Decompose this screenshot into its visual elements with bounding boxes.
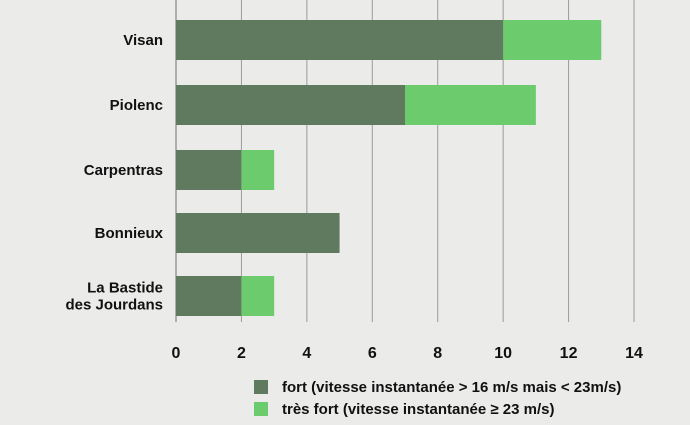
category-labels: Visan Piolenc Carpentras Bonnieux La Bastide… <box>65 32 163 314</box>
bar-tres-fort-2 <box>241 150 275 190</box>
bar-fort-0 <box>176 20 504 60</box>
tick-label-10: 10 <box>494 345 512 362</box>
x-axis-ticks: 0 2 4 6 8 10 12 14 <box>172 345 643 362</box>
bar-fort-3 <box>176 213 340 253</box>
tick-label-0: 0 <box>172 345 181 362</box>
legend-swatch-fort <box>254 380 268 394</box>
legend-label-tres-fort: très fort (vitesse instantanée ≥ 23 m/s) <box>282 400 555 418</box>
bar-fort-4 <box>176 276 242 316</box>
legend-item-fort: fort (vitesse instantanée > 16 m/s mais … <box>254 376 621 398</box>
bar-fort-1 <box>176 85 405 125</box>
tick-label-6: 6 <box>368 345 377 362</box>
legend: fort (vitesse instantanée > 16 m/s mais … <box>254 376 621 420</box>
legend-swatch-tres-fort <box>254 402 268 416</box>
bars <box>176 20 602 316</box>
category-label-3: Bonnieux <box>95 225 164 242</box>
bar-tres-fort-0 <box>503 20 602 60</box>
category-label-2: Carpentras <box>84 162 163 179</box>
legend-item-tres-fort: très fort (vitesse instantanée ≥ 23 m/s) <box>254 398 621 420</box>
category-label-0: Visan <box>123 32 163 49</box>
tick-label-2: 2 <box>237 345 246 362</box>
bar-fort-2 <box>176 150 242 190</box>
tick-label-8: 8 <box>433 345 442 362</box>
category-label-1: Piolenc <box>110 97 163 114</box>
tick-label-12: 12 <box>560 345 578 362</box>
tick-label-4: 4 <box>302 345 311 362</box>
category-label-4: La Bastide des Jourdans <box>65 280 163 314</box>
bar-tres-fort-4 <box>241 276 275 316</box>
bar-tres-fort-1 <box>405 85 536 125</box>
tick-label-14: 14 <box>625 345 643 362</box>
legend-label-fort: fort (vitesse instantanée > 16 m/s mais … <box>282 378 622 396</box>
